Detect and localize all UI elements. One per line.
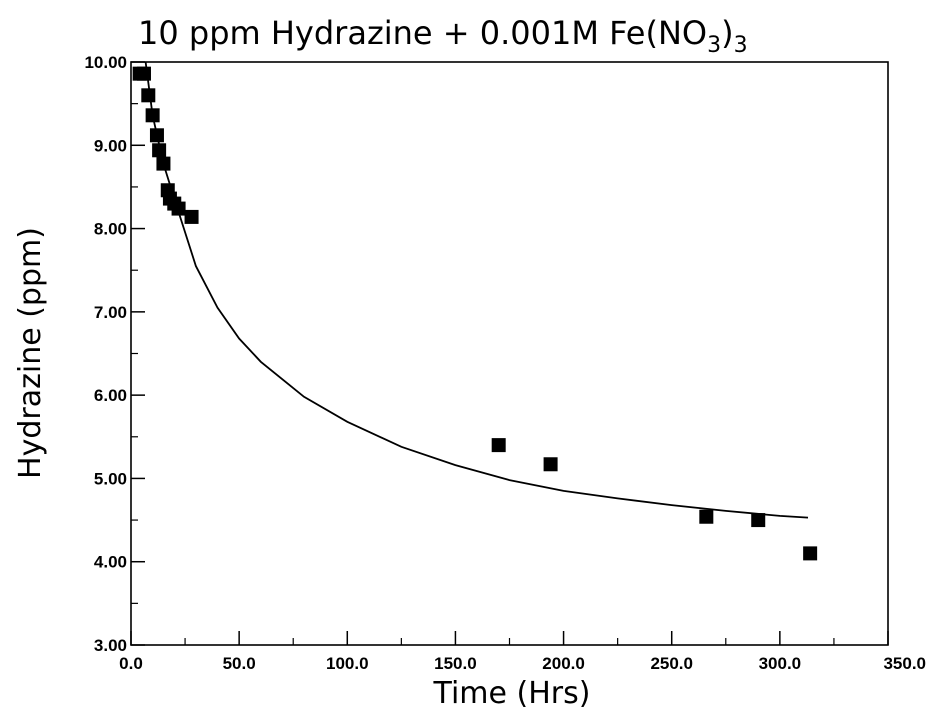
data-point-marker <box>184 209 199 224</box>
x-axis: 0.0 50.0 100.0 150.0 200.0 250.0 300.0 350.0 <box>119 631 926 673</box>
data-point-marker <box>171 201 186 216</box>
x-tick-label: 100.0 <box>326 654 369 673</box>
x-axis-label: Time (Hrs) <box>433 676 591 710</box>
data-point-marker <box>543 457 558 472</box>
y-axis: 3.00 4.00 5.00 6.00 7.00 8.00 9.00 10.00 <box>84 53 145 655</box>
data-point-marker <box>491 438 506 453</box>
chart-title-subscript: 3 <box>707 33 721 58</box>
y-tick-label: 8.00 <box>94 220 127 239</box>
x-tick-label: 300.0 <box>759 654 802 673</box>
data-point-marker <box>145 108 160 123</box>
x-tick-label: 200.0 <box>542 654 585 673</box>
y-tick-label: 9.00 <box>94 136 127 155</box>
chart-title-close-subscript: 3 <box>734 33 748 58</box>
y-tick-label: 10.00 <box>84 53 127 72</box>
x-tick-label: 350.0 <box>883 654 926 673</box>
data-point-marker <box>141 88 156 103</box>
data-point-marker <box>136 66 151 81</box>
y-tick-label: 4.00 <box>94 553 127 572</box>
y-tick-label: 7.00 <box>94 303 127 322</box>
x-tick-label: 50.0 <box>223 654 256 673</box>
plot-frame <box>130 61 889 646</box>
fit-curve <box>144 62 809 519</box>
data-point-marker <box>156 156 171 171</box>
chart-title-main: 10 ppm Hydrazine + 0.001M Fe(NO <box>138 14 707 52</box>
data-point-marker <box>751 513 766 528</box>
y-tick-label: 3.00 <box>94 636 127 655</box>
data-point-marker <box>152 143 167 158</box>
x-tick-label: 0.0 <box>119 654 143 673</box>
y-tick-label: 6.00 <box>94 386 127 405</box>
chart-title: 10 ppm Hydrazine + 0.001M Fe(NO3)3 <box>138 14 748 58</box>
x-tick-label: 150.0 <box>434 654 477 673</box>
data-point-marker <box>149 128 164 143</box>
y-tick-label: 5.00 <box>94 469 127 488</box>
data-point-marker <box>803 546 818 561</box>
chart-title-close: ) <box>721 14 733 52</box>
data-points-layer <box>132 66 818 561</box>
y-axis-label: Hydrazine (ppm) <box>13 227 48 479</box>
x-tick-label: 250.0 <box>650 654 693 673</box>
data-point-marker <box>699 509 714 524</box>
fit-curve-layer <box>144 62 809 519</box>
